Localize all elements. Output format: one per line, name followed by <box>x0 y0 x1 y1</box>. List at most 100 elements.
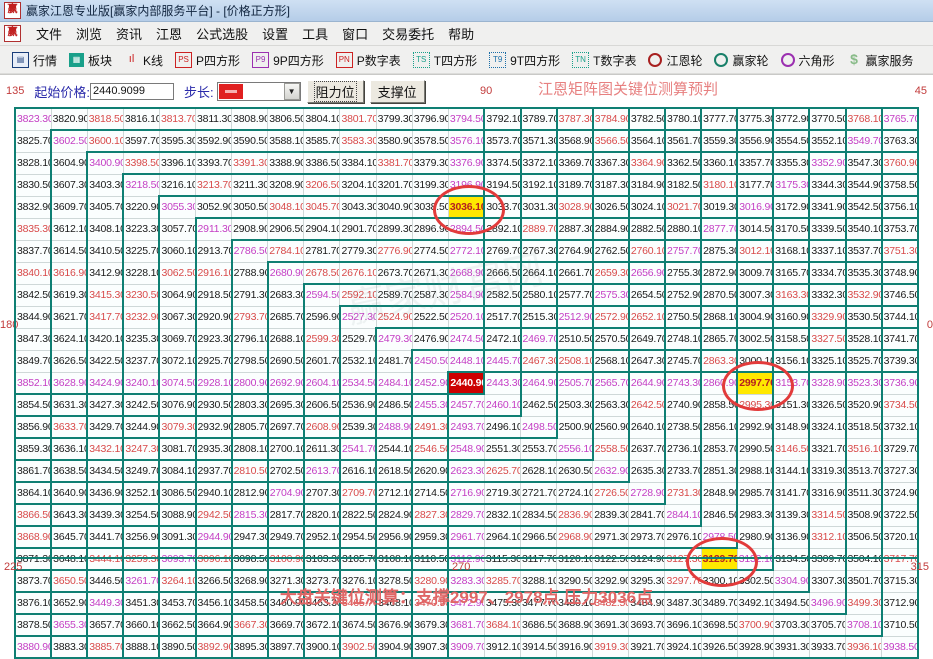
price-cell[interactable]: 2875.30 <box>700 239 739 263</box>
price-cell[interactable]: 3492.10 <box>736 591 774 615</box>
price-cell[interactable]: 2712.10 <box>375 481 413 505</box>
price-cell[interactable]: 2745.70 <box>664 349 703 373</box>
price-cell[interactable]: 3012.10 <box>736 239 775 263</box>
price-cell[interactable]: 3334.70 <box>808 261 847 285</box>
price-cell[interactable]: 3556.90 <box>736 129 775 153</box>
price-cell[interactable]: 3645.70 <box>50 525 88 549</box>
price-cell[interactable]: 3722.50 <box>881 503 920 527</box>
price-cell[interactable]: 2923.30 <box>194 327 233 351</box>
price-cell[interactable]: 2505.70 <box>556 371 594 395</box>
price-cell[interactable]: 3679.30 <box>411 613 449 637</box>
price-cell[interactable]: 3547.30 <box>845 151 883 175</box>
price-cell[interactable]: 2820.10 <box>302 503 341 527</box>
price-cell[interactable]: 3384.10 <box>339 151 377 175</box>
toolbar-button-dollar-service[interactable]: $ 赢家服务 <box>841 51 920 70</box>
price-cell[interactable]: 2841.70 <box>628 503 666 527</box>
price-cell[interactable]: 3583.30 <box>339 129 377 153</box>
price-cell[interactable]: 2623.30 <box>447 459 485 483</box>
price-cell[interactable]: 3216.10 <box>158 173 197 197</box>
price-cell[interactable]: 2563.30 <box>592 393 630 417</box>
price-cell[interactable]: 2683.30 <box>266 283 305 307</box>
price-cell[interactable]: 2548.90 <box>447 437 485 461</box>
price-cell[interactable]: 3415.30 <box>86 283 124 307</box>
price-cell[interactable]: 3352.90 <box>808 151 847 175</box>
price-cell[interactable]: 2736.10 <box>664 437 703 461</box>
price-cell[interactable]: 2882.50 <box>628 217 666 241</box>
price-cell[interactable]: 3597.70 <box>122 129 160 153</box>
price-cell[interactable]: 2836.90 <box>556 503 594 527</box>
price-cell[interactable]: 2541.70 <box>338 437 377 461</box>
price-cell[interactable]: 2630.50 <box>556 459 594 483</box>
price-cell[interactable]: 3496.90 <box>808 591 847 615</box>
price-cell[interactable]: 2625.70 <box>483 459 522 483</box>
price-cell[interactable]: 3604.90 <box>50 151 88 175</box>
price-cell[interactable]: 3314.50 <box>808 503 847 527</box>
price-cell[interactable]: 3393.70 <box>195 151 233 175</box>
price-cell[interactable]: 2611.30 <box>302 437 341 461</box>
price-cell[interactable]: 3482.50 <box>592 591 630 615</box>
price-cell[interactable]: 3777.70 <box>700 107 739 131</box>
price-cell[interactable]: 2594.50 <box>302 283 341 307</box>
price-cell[interactable]: 3436.90 <box>86 481 124 505</box>
price-cell[interactable]: 3127.30 <box>664 547 702 571</box>
price-cell[interactable]: 3643.30 <box>50 503 88 527</box>
price-cell[interactable]: 3316.90 <box>808 481 847 505</box>
price-cell[interactable]: 3417.70 <box>86 305 124 329</box>
menu-settings[interactable]: 设置 <box>262 27 289 42</box>
price-cell[interactable]: 2642.50 <box>628 393 666 417</box>
price-cell[interactable]: 3139.30 <box>772 503 811 527</box>
price-cell[interactable]: 3391.30 <box>231 151 269 175</box>
price-cell[interactable]: 2702.50 <box>266 459 305 483</box>
price-cell[interactable]: 3429.70 <box>86 415 124 439</box>
price-cell[interactable]: 2532.10 <box>338 349 377 373</box>
price-cell[interactable]: 2812.90 <box>230 481 269 505</box>
price-cell[interactable]: 2697.70 <box>266 415 305 439</box>
price-cell[interactable]: 3453.70 <box>158 591 197 615</box>
price-cell[interactable]: 3616.90 <box>50 261 88 285</box>
price-cell[interactable]: 3204.10 <box>339 173 377 197</box>
price-cell[interactable]: 3727.30 <box>881 459 920 483</box>
price-cell[interactable]: 2522.50 <box>411 305 449 329</box>
price-cell[interactable]: 3420.10 <box>86 327 124 351</box>
price-cell[interactable]: 3170.50 <box>772 217 811 241</box>
price-cell[interactable]: 3072.10 <box>158 349 197 373</box>
price-cell[interactable]: 3225.70 <box>122 239 160 263</box>
price-cell[interactable]: 3105.70 <box>338 547 377 571</box>
price-cell[interactable]: 3031.30 <box>520 195 558 219</box>
menu-gann[interactable]: 江恩 <box>156 27 183 42</box>
price-cell[interactable]: 3693.70 <box>628 613 666 637</box>
price-cell[interactable]: 3458.50 <box>230 591 269 615</box>
price-cell[interactable]: 3324.10 <box>808 415 847 439</box>
price-cell[interactable]: 3261.70 <box>122 569 160 593</box>
price-cell[interactable]: 2844.10 <box>664 503 703 527</box>
price-cell[interactable]: 3880.90 <box>13 635 52 659</box>
price-cell[interactable]: 3916.90 <box>556 635 594 659</box>
toolbar-button-kline-chart[interactable]: ıl K线 <box>118 51 169 70</box>
price-cell[interactable]: 3768.10 <box>845 107 883 131</box>
price-cell[interactable]: 3571.30 <box>520 129 558 153</box>
price-cell[interactable]: 3000.10 <box>736 349 775 373</box>
price-cell[interactable]: 2536.90 <box>338 393 377 417</box>
price-cell[interactable]: 3160.90 <box>772 305 811 329</box>
price-cell[interactable]: 3489.70 <box>700 591 738 615</box>
chevron-down-icon[interactable]: ▼ <box>283 82 300 100</box>
price-cell[interactable]: 3792.10 <box>483 107 522 131</box>
price-cell[interactable]: 3398.50 <box>122 151 160 175</box>
price-cell[interactable]: 3337.10 <box>808 239 847 263</box>
price-cell[interactable]: 3914.50 <box>520 635 558 659</box>
price-cell[interactable]: 3278.50 <box>375 569 413 593</box>
price-cell[interactable]: 2656.90 <box>628 261 666 285</box>
price-cell[interactable]: 2851.30 <box>700 459 739 483</box>
price-cell[interactable]: 3633.70 <box>50 415 88 439</box>
price-cell[interactable]: 2628.10 <box>520 459 558 483</box>
price-cell[interactable]: 2520.10 <box>447 305 486 329</box>
toolbar-button-gann-wheel[interactable]: 江恩轮 <box>642 51 708 70</box>
price-cell[interactable]: 3266.50 <box>194 569 233 593</box>
price-cell[interactable]: 3859.30 <box>13 437 52 461</box>
price-cell[interactable]: 2652.10 <box>628 305 666 329</box>
price-cell[interactable]: 2743.30 <box>664 371 703 395</box>
price-cell[interactable]: 3518.50 <box>845 415 883 439</box>
price-cell[interactable]: 2947.30 <box>230 525 269 549</box>
price-cell[interactable]: 3775.30 <box>736 107 775 131</box>
price-cell[interactable]: 3362.50 <box>664 151 703 175</box>
